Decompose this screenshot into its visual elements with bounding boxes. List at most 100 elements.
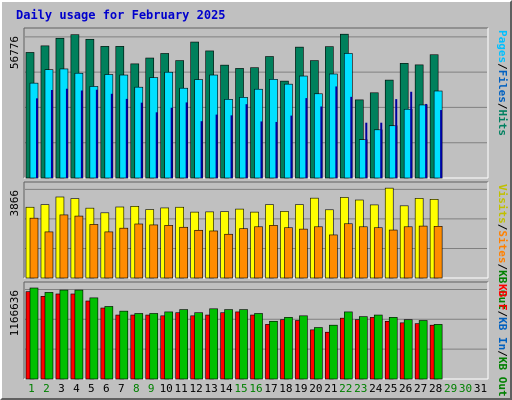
day-label: 7 <box>118 382 125 395</box>
files-bar <box>36 98 38 178</box>
day-label: 11 <box>175 382 188 395</box>
kb-out-bar <box>373 314 383 380</box>
day-label: 29 <box>444 382 457 395</box>
sites-bar <box>373 227 383 279</box>
kbytes-scale-label: 1166636 <box>8 290 21 336</box>
files-bar <box>320 106 323 178</box>
files-bar <box>425 103 428 178</box>
sites-bar <box>224 233 233 279</box>
visits-legend-entry: Sites <box>496 230 509 263</box>
kb-out-bar <box>254 313 263 380</box>
sites-bar <box>269 225 278 279</box>
kbytes-legend-entry: KB F <box>496 284 509 311</box>
kb-out-bar <box>299 315 308 380</box>
sites-bar <box>194 229 203 279</box>
kb-out-bar <box>209 308 218 380</box>
kb-out-bar <box>89 297 99 380</box>
day-label: 21 <box>324 382 337 395</box>
sites-bar <box>44 231 54 279</box>
files-bar <box>140 102 143 178</box>
day-label: 4 <box>73 382 80 395</box>
day-label: 26 <box>399 382 412 395</box>
sites-bar <box>74 215 84 279</box>
kb-out-bar <box>164 311 174 380</box>
hits-legend-entry: Pages <box>496 30 509 63</box>
sites-bar <box>209 230 218 279</box>
kb-out-bar <box>418 320 428 380</box>
day-label: 25 <box>384 382 397 395</box>
files-bar <box>110 93 113 178</box>
day-label: 30 <box>459 382 472 395</box>
kb-out-bar <box>284 317 293 380</box>
kb-out-bar <box>314 327 323 380</box>
day-label: 28 <box>429 382 442 395</box>
day-label: 15 <box>234 382 247 395</box>
files-bar <box>50 89 53 178</box>
sites-bar <box>239 228 248 279</box>
sites-bar <box>433 226 443 279</box>
day-label: 19 <box>294 382 307 395</box>
day-label: 24 <box>369 382 383 395</box>
chart-title: Daily usage for February 2025 <box>16 8 226 22</box>
visits-legend-entry: / <box>496 264 509 271</box>
files-bar <box>155 112 158 178</box>
sites-bar <box>59 214 69 279</box>
day-label: 12 <box>190 382 203 395</box>
day-label: 6 <box>103 382 110 395</box>
kb-out-bar <box>224 309 233 380</box>
kb-out-bar <box>179 309 188 380</box>
visits-legend-entry: KB Out <box>496 270 509 310</box>
sites-bar <box>164 225 174 279</box>
day-label: 18 <box>279 382 292 395</box>
sites-bar <box>134 223 144 279</box>
kb-out-bar <box>119 310 129 380</box>
files-bar <box>305 98 308 178</box>
day-label: 22 <box>339 382 352 395</box>
kbytes-legend: KB F/KB In/KB Out <box>496 284 509 397</box>
hits-legend-entry: Hits <box>496 110 509 137</box>
day-label: 3 <box>58 382 65 395</box>
files-bar <box>395 99 398 178</box>
sites-bar <box>299 228 308 279</box>
sites-bar <box>403 226 413 279</box>
hits-legend: Pages/Files/Hits <box>496 30 509 136</box>
sites-bar <box>418 225 428 279</box>
files-bar <box>215 114 218 178</box>
kbytes-legend-entry: KB Out <box>496 357 509 397</box>
kb-out-bar <box>149 313 159 380</box>
hits-scale-label: 56776 <box>8 36 21 69</box>
kb-out-bar <box>104 306 114 380</box>
day-label: 20 <box>309 382 322 395</box>
sites-bar <box>344 223 353 279</box>
files-bar <box>245 104 248 178</box>
hits-legend-entry: / <box>496 103 509 110</box>
kbytes-legend-entry: KB In <box>496 317 509 350</box>
kb-out-bar <box>194 312 203 380</box>
files-bar <box>290 115 293 178</box>
files-bar <box>95 89 98 178</box>
sites-bar <box>314 226 323 279</box>
kb-out-bar <box>269 320 278 380</box>
sites-bar <box>254 226 263 279</box>
day-label: 14 <box>219 382 233 395</box>
kb-out-bar <box>403 319 413 380</box>
kb-out-bar <box>134 313 144 380</box>
kb-out-bar <box>74 289 84 380</box>
sites-bar <box>284 227 293 279</box>
day-label: 16 <box>249 382 262 395</box>
kb-out-bar <box>59 289 69 380</box>
kb-out-bar <box>44 292 54 380</box>
day-label: 27 <box>414 382 427 395</box>
kb-out-bar <box>239 309 248 380</box>
files-bar <box>440 110 443 178</box>
day-label: 8 <box>133 382 140 395</box>
visits-legend-entry: Visits <box>496 184 509 224</box>
day-label: 17 <box>264 382 277 395</box>
files-bar <box>170 107 173 178</box>
files-bar <box>380 122 383 178</box>
files-bar <box>275 121 278 178</box>
sites-bar <box>89 224 99 279</box>
visits-legend-entry: / <box>496 224 509 231</box>
files-bar <box>230 115 233 178</box>
day-label: 9 <box>148 382 155 395</box>
